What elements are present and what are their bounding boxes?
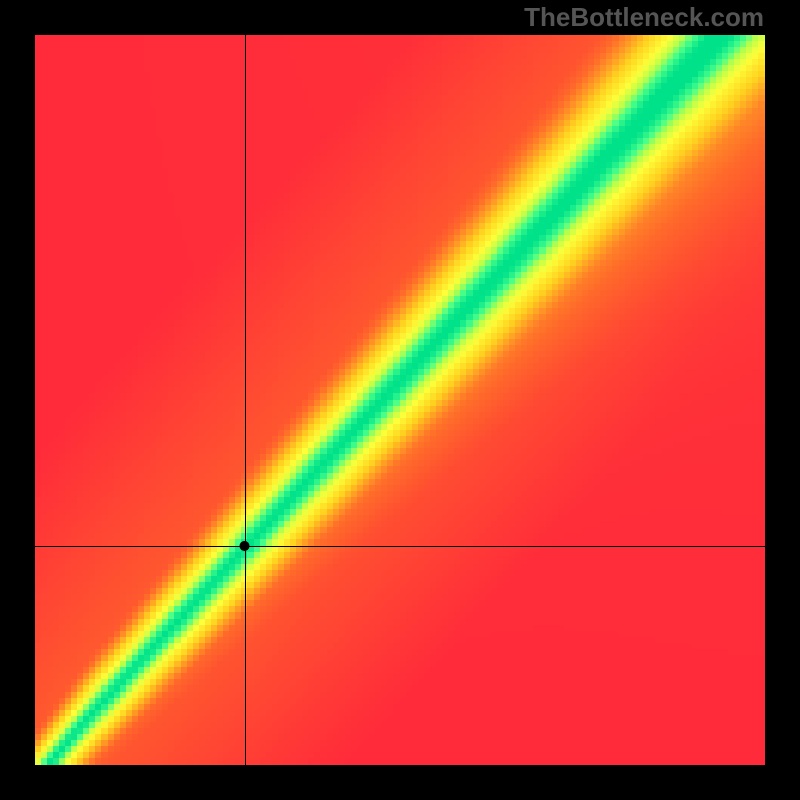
chart-container: TheBottleneck.com [0,0,800,800]
bottleneck-heatmap [35,35,765,765]
watermark-text: TheBottleneck.com [524,2,764,33]
